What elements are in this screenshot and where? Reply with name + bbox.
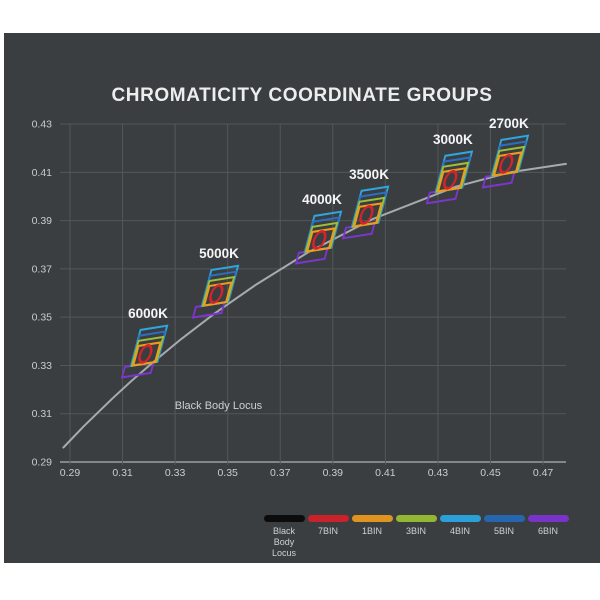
bin-group-shapes [120, 324, 169, 379]
legend-item-6bin: 6BIN [526, 515, 570, 537]
legend-label: 4BIN [449, 526, 470, 536]
temp-label-3500K: 3500K [349, 167, 389, 182]
y-tick-label: 0.31 [32, 408, 53, 420]
x-tick-label: 0.39 [323, 467, 344, 479]
legend-swatch [483, 515, 525, 522]
x-tick-label: 0.45 [480, 467, 501, 479]
legend-item-5bin: 5BIN [482, 515, 526, 537]
x-tick-label: 0.31 [112, 467, 133, 479]
x-tick-label: 0.37 [270, 467, 291, 479]
legend-label: 1BIN [361, 526, 382, 536]
legend-swatch [395, 515, 437, 522]
bin-7bin-ellipse [499, 154, 514, 174]
bin-7bin-ellipse [443, 170, 458, 190]
bin-7bin-ellipse [312, 230, 327, 250]
temp-label-2700K: 2700K [489, 116, 529, 131]
legend-item-1bin: 1BIN [350, 515, 394, 537]
legend-item-black-body-locus: Black Body Locus [262, 515, 306, 558]
x-tick-label: 0.47 [533, 467, 554, 479]
y-tick-label: 0.41 [32, 167, 53, 179]
legend: Black Body Locus 7BIN 1BIN 3BIN 4BIN 5BIN 6BIN [262, 515, 570, 558]
legend-label: Black Body Locus [271, 526, 297, 558]
legend-label: 6BIN [537, 526, 558, 536]
bin-group-shapes [481, 134, 530, 189]
legend-swatch [351, 515, 393, 522]
legend-swatch [527, 515, 569, 522]
legend-label: 3BIN [405, 526, 426, 536]
temp-label-6000K: 6000K [128, 306, 168, 321]
temp-label-5000K: 5000K [199, 246, 239, 261]
legend-label: 7BIN [317, 526, 338, 536]
chart-panel: CHROMATICITY COORDINATE GROUPS 0.29 0.31 0… [4, 33, 600, 563]
legend-item-7bin: 7BIN [306, 515, 350, 537]
legend-item-4bin: 4BIN [438, 515, 482, 537]
temp-label-3000K: 3000K [433, 132, 473, 147]
bin-group-3000K [425, 150, 474, 205]
x-tick-label: 0.35 [217, 467, 238, 479]
x-tick-label: 0.43 [428, 467, 449, 479]
bin-group-6000K [120, 324, 169, 379]
legend-swatch [439, 515, 481, 522]
legend-item-3bin: 3BIN [394, 515, 438, 537]
x-tick-label: 0.41 [375, 467, 396, 479]
y-tick-label: 0.37 [32, 263, 53, 275]
bin-7bin-ellipse [209, 284, 224, 304]
chromaticity-plot: 0.29 0.31 0.33 0.35 0.37 0.39 0.41 0.43 0.29 0.31… [32, 116, 567, 479]
bin-group-3500K [341, 185, 390, 240]
bin-group-2700K [481, 134, 530, 189]
x-tick-label: 0.33 [165, 467, 186, 479]
y-tick-label: 0.43 [32, 119, 53, 131]
y-tick-label: 0.39 [32, 215, 53, 227]
legend-swatch [263, 515, 305, 522]
temp-label-4000K: 4000K [302, 192, 342, 207]
y-tick-label: 0.33 [32, 360, 53, 372]
bin-group-shapes [425, 150, 474, 205]
legend-swatch [307, 515, 349, 522]
bin-group-shapes [341, 185, 390, 240]
x-tick-label: 0.29 [60, 467, 81, 479]
legend-label: 5BIN [493, 526, 514, 536]
chart-title: CHROMATICITY COORDINATE GROUPS [111, 85, 493, 106]
bin-group-5000K [191, 264, 240, 319]
y-tick-label: 0.29 [32, 457, 53, 469]
bin-7bin-ellipse [359, 205, 374, 225]
bin-group-4000K [294, 210, 343, 265]
bin-7bin-ellipse [138, 344, 153, 364]
black-body-locus-annotation: Black Body Locus [175, 400, 263, 412]
bin-group-shapes [191, 264, 240, 319]
y-tick-label: 0.35 [32, 312, 53, 324]
bin-group-shapes [294, 210, 343, 265]
